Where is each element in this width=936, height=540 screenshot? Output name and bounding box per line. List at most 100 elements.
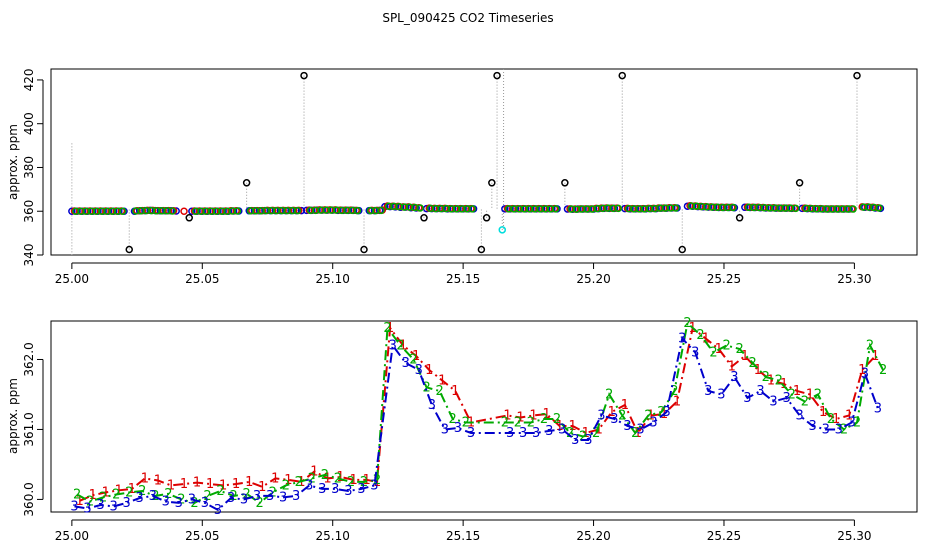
data-point <box>656 204 664 212</box>
data-point <box>745 203 753 212</box>
top-x-tick-label: 25.10 <box>316 272 350 286</box>
data-point <box>501 205 509 213</box>
point-marker-2: 2 <box>579 429 587 444</box>
data-point <box>844 205 852 213</box>
point-marker-3: 3 <box>874 401 882 416</box>
data-point <box>262 206 270 215</box>
point-marker-3: 3 <box>610 412 618 427</box>
point-marker-2: 2 <box>164 487 172 502</box>
data-point <box>400 203 409 211</box>
data-point <box>257 207 265 215</box>
data-point <box>818 205 826 213</box>
data-point <box>741 203 749 212</box>
data-point <box>510 205 518 213</box>
bottom-x-tick-label: 25.25 <box>707 529 741 540</box>
point-marker-1: 1 <box>232 477 240 492</box>
point-marker-2: 2 <box>86 495 94 510</box>
top-x-tick-label: 25.30 <box>837 272 871 286</box>
data-point <box>645 204 654 213</box>
point-marker-3: 3 <box>782 391 790 406</box>
point-marker-3: 3 <box>123 496 131 511</box>
point-marker-3: 3 <box>318 482 326 497</box>
top-panel: 25.00 25.05 25.10 25.15 25.20 25.25 25.30 3403… <box>6 68 918 286</box>
data-point <box>760 203 769 212</box>
data-point <box>338 206 346 215</box>
point-marker-2: 2 <box>631 426 639 441</box>
point-marker-2: 2 <box>449 412 457 427</box>
point-marker-1: 1 <box>412 349 420 364</box>
data-point <box>172 207 180 215</box>
data-point <box>267 206 276 215</box>
point-marker-1: 1 <box>128 482 136 497</box>
point-marker-3: 3 <box>519 426 527 441</box>
series-line-3 <box>74 336 879 512</box>
bottom-x-tick-label: 25.00 <box>55 529 89 540</box>
data-point <box>87 207 96 215</box>
data-point <box>463 205 471 213</box>
point-marker-2: 2 <box>722 338 730 353</box>
data-point <box>98 207 106 215</box>
point-marker-1: 1 <box>141 471 149 486</box>
point-marker-2: 2 <box>814 387 822 402</box>
point-marker-3: 3 <box>678 331 686 346</box>
data-point <box>185 214 193 222</box>
top-y-tick-label: 400 <box>22 112 36 135</box>
data-point <box>551 205 560 213</box>
point-marker-1: 1 <box>180 477 188 492</box>
point-marker-3: 3 <box>835 422 843 437</box>
point-marker-2: 2 <box>203 489 211 504</box>
data-point <box>666 204 675 212</box>
point-marker-2: 2 <box>644 408 652 423</box>
point-marker-3: 3 <box>467 426 475 441</box>
data-point <box>390 202 398 211</box>
data-point <box>678 245 686 254</box>
point-marker-1: 1 <box>503 408 511 423</box>
point-marker-1: 1 <box>438 373 446 388</box>
top-x-tick-label: 25.05 <box>185 272 219 286</box>
bottom-y-tick-label: 362.0 <box>22 342 36 376</box>
point-marker-1: 1 <box>621 398 629 413</box>
point-marker-2: 2 <box>436 384 444 399</box>
point-marker-2: 2 <box>347 475 355 490</box>
top-plot-area <box>68 69 885 255</box>
data-point <box>823 205 831 213</box>
data-point <box>322 206 330 214</box>
point-marker-1: 1 <box>115 483 123 498</box>
data-point <box>572 205 581 214</box>
data-point <box>828 205 836 213</box>
top-x-tick-label: 25.00 <box>55 272 89 286</box>
data-point <box>447 205 456 213</box>
point-marker-1: 1 <box>806 387 814 402</box>
data-point <box>348 206 357 215</box>
data-point <box>152 207 161 215</box>
data-point <box>807 204 816 213</box>
point-marker-1: 1 <box>323 471 331 486</box>
point-marker-2: 2 <box>853 415 861 430</box>
point-marker-1: 1 <box>728 359 736 374</box>
data-point <box>875 204 883 212</box>
data-point <box>692 202 701 210</box>
point-marker-2: 2 <box>527 415 535 430</box>
data-point <box>625 204 633 213</box>
data-point <box>546 205 555 213</box>
point-marker-2: 2 <box>99 490 107 505</box>
point-marker-2: 2 <box>788 387 796 402</box>
data-point <box>525 205 534 213</box>
data-point <box>168 207 177 215</box>
point-marker-3: 3 <box>357 482 365 497</box>
data-point <box>180 207 188 215</box>
point-marker-1: 1 <box>89 488 97 503</box>
data-point <box>411 203 419 212</box>
data-point <box>118 207 127 215</box>
data-point <box>833 205 842 213</box>
point-marker-2: 2 <box>242 487 250 502</box>
data-point <box>327 206 336 214</box>
point-marker-1: 1 <box>858 363 866 378</box>
data-point <box>498 226 507 234</box>
data-point <box>212 207 221 215</box>
point-marker-2: 2 <box>683 316 691 331</box>
point-marker-3: 3 <box>822 422 830 437</box>
point-marker-3: 3 <box>266 489 274 504</box>
